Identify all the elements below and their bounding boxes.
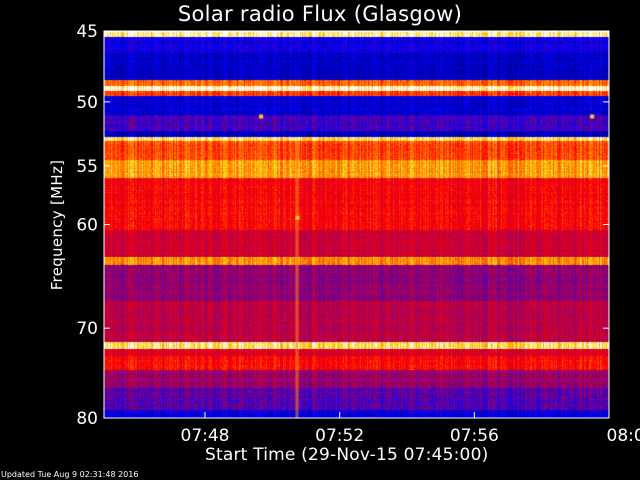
x-tick-label: 07:52 — [315, 426, 364, 446]
updated-timestamp: Updated Tue Aug 9 02:31:48 2016 — [1, 470, 139, 479]
y-tick-label: 45 — [76, 22, 98, 42]
y-tick-label: 70 — [76, 319, 98, 339]
x-tick-label: 07:56 — [450, 426, 499, 446]
y-axis-label: Frequency [MHz] — [48, 159, 66, 291]
y-tick-label: 60 — [76, 216, 98, 236]
x-axis-label: Start Time (29-Nov-15 07:45:00) — [205, 445, 489, 465]
y-tick-label: 55 — [76, 157, 98, 177]
spectrogram-heatmap — [104, 31, 609, 418]
x-tick-label: 08:00 — [607, 426, 640, 446]
plot-frame — [103, 30, 610, 419]
chart-title: Solar radio Flux (Glasgow) — [177, 2, 463, 26]
plot-area — [104, 31, 609, 418]
y-tick-label: 80 — [76, 409, 98, 429]
y-tick-label: 50 — [76, 93, 98, 113]
x-tick-label: 07:48 — [181, 426, 230, 446]
